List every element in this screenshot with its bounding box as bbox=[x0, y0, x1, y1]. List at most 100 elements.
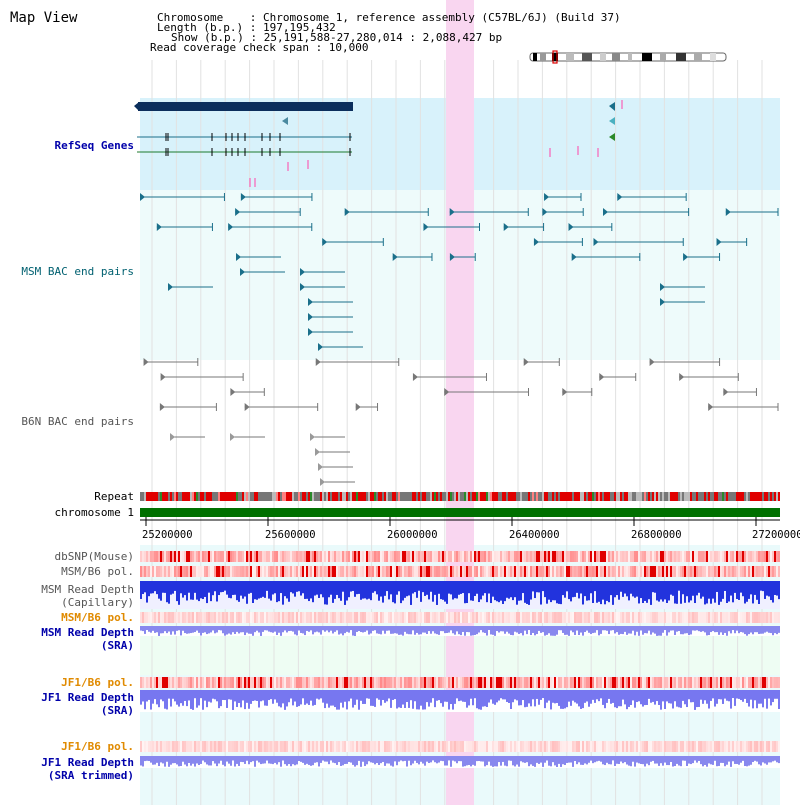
snp-density-cell bbox=[678, 551, 680, 562]
read-depth-bar bbox=[706, 756, 708, 767]
read-depth-bar bbox=[240, 626, 242, 633]
snp-density-cell bbox=[282, 741, 284, 752]
snp-density-cell bbox=[524, 741, 526, 752]
repeat-segment bbox=[252, 492, 254, 501]
read-depth-bar bbox=[662, 581, 664, 602]
read-depth-bar bbox=[724, 690, 726, 699]
snp-density-cell bbox=[368, 551, 370, 562]
read-depth-bar bbox=[624, 756, 626, 763]
ideogram-band bbox=[628, 53, 632, 61]
snp-density-cell bbox=[212, 612, 214, 623]
snp-density-cell bbox=[528, 566, 530, 577]
read-depth-bar bbox=[392, 626, 394, 634]
read-depth-bar bbox=[304, 756, 306, 765]
read-depth-bar bbox=[324, 690, 326, 709]
read-depth-bar bbox=[310, 756, 312, 766]
track-label-jf1-depth-trim[interactable]: JF1 Read Depth bbox=[41, 756, 134, 769]
track-label-repeat[interactable]: Repeat bbox=[94, 490, 134, 503]
snp-density-cell bbox=[628, 677, 630, 688]
read-depth-bar bbox=[176, 626, 178, 631]
read-depth-bar bbox=[274, 690, 276, 700]
repeat-segment bbox=[428, 492, 430, 501]
snp-density-cell bbox=[426, 551, 428, 562]
snp-density-cell bbox=[630, 566, 632, 577]
read-depth-bar bbox=[696, 581, 698, 596]
snp-density-cell bbox=[176, 566, 178, 577]
read-depth-bar bbox=[444, 581, 446, 602]
snp-density-cell bbox=[418, 566, 420, 577]
track-label-jf1-b6-pol[interactable]: JF1/B6 pol. bbox=[61, 676, 134, 689]
snp-density-cell bbox=[142, 612, 144, 623]
snp-density-cell bbox=[650, 677, 652, 688]
repeat-segment bbox=[258, 492, 260, 501]
read-depth-bar bbox=[420, 626, 422, 635]
read-depth-bar bbox=[628, 756, 630, 766]
track-label-jf1-b6-pol-2[interactable]: JF1/B6 pol. bbox=[61, 740, 134, 753]
track-label-refseq[interactable]: RefSeq Genes bbox=[54, 139, 134, 152]
read-depth-bar bbox=[208, 756, 210, 766]
track-label-msm-depth-sra[interactable]: MSM Read Depth bbox=[41, 626, 134, 639]
read-depth-bar bbox=[676, 626, 678, 632]
read-depth-bar bbox=[460, 626, 462, 636]
read-depth-bar bbox=[318, 581, 320, 598]
read-depth-bar bbox=[142, 581, 144, 595]
snp-density-cell bbox=[140, 612, 142, 623]
repeat-segment bbox=[366, 492, 368, 501]
snp-density-cell bbox=[430, 612, 432, 623]
snp-density-cell bbox=[576, 741, 578, 752]
track-label-jf1-depth-sra[interactable]: JF1 Read Depth bbox=[41, 691, 134, 704]
snp-density-cell bbox=[288, 566, 290, 577]
read-depth-bar bbox=[550, 690, 552, 710]
snp-density-cell bbox=[160, 551, 162, 562]
snp-density-cell bbox=[728, 612, 730, 623]
track-label-msm-bac[interactable]: MSM BAC end pairs bbox=[21, 265, 134, 278]
read-depth-bar bbox=[668, 756, 670, 766]
read-depth-bar bbox=[574, 756, 576, 762]
snp-density-cell bbox=[624, 566, 626, 577]
read-depth-bar bbox=[554, 756, 556, 766]
snp-density-cell bbox=[724, 741, 726, 752]
snp-density-cell bbox=[492, 566, 494, 577]
snp-density-cell bbox=[560, 566, 562, 577]
snp-density-cell bbox=[644, 566, 646, 577]
track-label-msm-depth-cap[interactable]: MSM Read Depth bbox=[41, 583, 134, 596]
repeat-segment bbox=[474, 492, 476, 501]
track-label-msm-b6-pol-2[interactable]: MSM/B6 pol. bbox=[61, 611, 134, 624]
track-label-msm-b6-pol[interactable]: MSM/B6 pol. bbox=[61, 565, 134, 578]
read-depth-bar bbox=[620, 756, 622, 762]
snp-density-cell bbox=[432, 612, 434, 623]
snp-density-cell bbox=[418, 741, 420, 752]
read-depth-bar bbox=[476, 626, 478, 635]
track-label-chromosome[interactable]: chromosome 1 bbox=[54, 506, 134, 519]
snp-density-cell bbox=[750, 612, 752, 623]
snp-density-cell bbox=[364, 612, 366, 623]
read-depth-bar bbox=[644, 626, 646, 634]
snp-density-cell bbox=[702, 551, 704, 562]
snp-density-cell bbox=[174, 612, 176, 623]
snp-density-cell bbox=[368, 612, 370, 623]
repeat-segment bbox=[416, 492, 418, 501]
snp-density-cell bbox=[344, 566, 346, 577]
snp-density-cell bbox=[442, 566, 444, 577]
read-depth-bar bbox=[426, 581, 428, 595]
read-depth-bar bbox=[598, 690, 600, 702]
read-depth-bar bbox=[608, 581, 610, 603]
snp-density-cell bbox=[468, 566, 470, 577]
snp-density-cell bbox=[486, 612, 488, 623]
snp-density-cell bbox=[546, 612, 548, 623]
snp-density-cell bbox=[248, 741, 250, 752]
snp-density-cell bbox=[510, 677, 512, 688]
gene-arrow bbox=[282, 117, 288, 125]
snp-density-cell bbox=[708, 677, 710, 688]
read-depth-bar bbox=[418, 690, 420, 710]
snp-density-cell bbox=[514, 612, 516, 623]
read-depth-bar bbox=[412, 581, 414, 594]
track-label-b6n-bac[interactable]: B6N BAC end pairs bbox=[21, 415, 134, 428]
read-depth-bar bbox=[732, 690, 734, 699]
read-depth-bar bbox=[512, 581, 514, 601]
read-depth-bar bbox=[738, 690, 740, 699]
read-depth-bar bbox=[438, 626, 440, 635]
read-depth-bar bbox=[308, 690, 310, 705]
track-label-dbsnp[interactable]: dbSNP(Mouse) bbox=[54, 550, 134, 563]
